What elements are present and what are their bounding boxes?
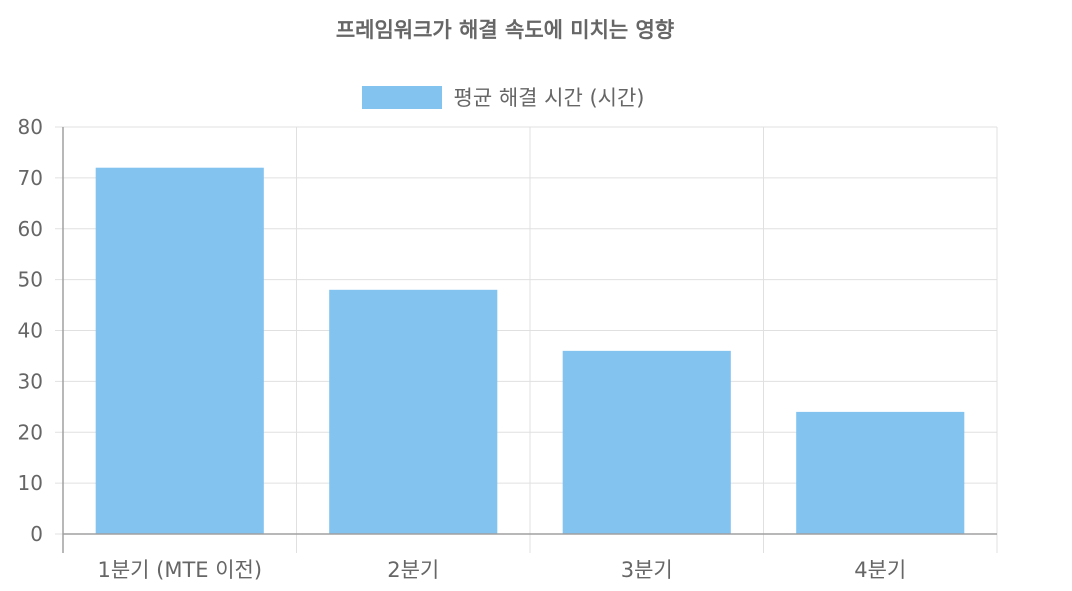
y-tick-label: 50 xyxy=(18,268,43,292)
y-tick-label: 30 xyxy=(18,369,43,393)
legend[interactable]: 평균 해결 시간 (시간) xyxy=(0,82,1006,112)
x-tick-label: 3분기 xyxy=(621,558,673,582)
y-tick-label: 10 xyxy=(18,471,43,495)
legend-swatch xyxy=(361,85,442,109)
y-tick-label: 80 xyxy=(18,115,43,139)
y-tick-label: 20 xyxy=(18,420,43,444)
y-tick-label: 0 xyxy=(30,522,43,546)
x-tick-label: 2분기 xyxy=(387,558,439,582)
bar[interactable] xyxy=(95,167,264,534)
bar[interactable] xyxy=(329,289,498,534)
labels-layer: 0 10 20 30 40 50 60 70 80 1분기 (MTE 이전) 2분기 3분기 4분기 xyxy=(18,115,907,582)
y-tick-label: 40 xyxy=(18,319,43,343)
x-tick-label: 4분기 xyxy=(854,558,906,582)
bar[interactable] xyxy=(796,411,965,534)
x-tick-label: 1분기 (MTE 이전) xyxy=(97,558,262,582)
axes-layer xyxy=(55,126,997,553)
chart-title: 프레임워크가 해결 속도에 미치는 영향 xyxy=(335,18,675,42)
bars-layer xyxy=(95,167,965,534)
y-tick-label: 60 xyxy=(18,217,43,241)
bar[interactable] xyxy=(562,350,731,534)
y-tick-label: 70 xyxy=(18,166,43,190)
legend-label: 평균 해결 시간 (시간) xyxy=(453,86,645,110)
